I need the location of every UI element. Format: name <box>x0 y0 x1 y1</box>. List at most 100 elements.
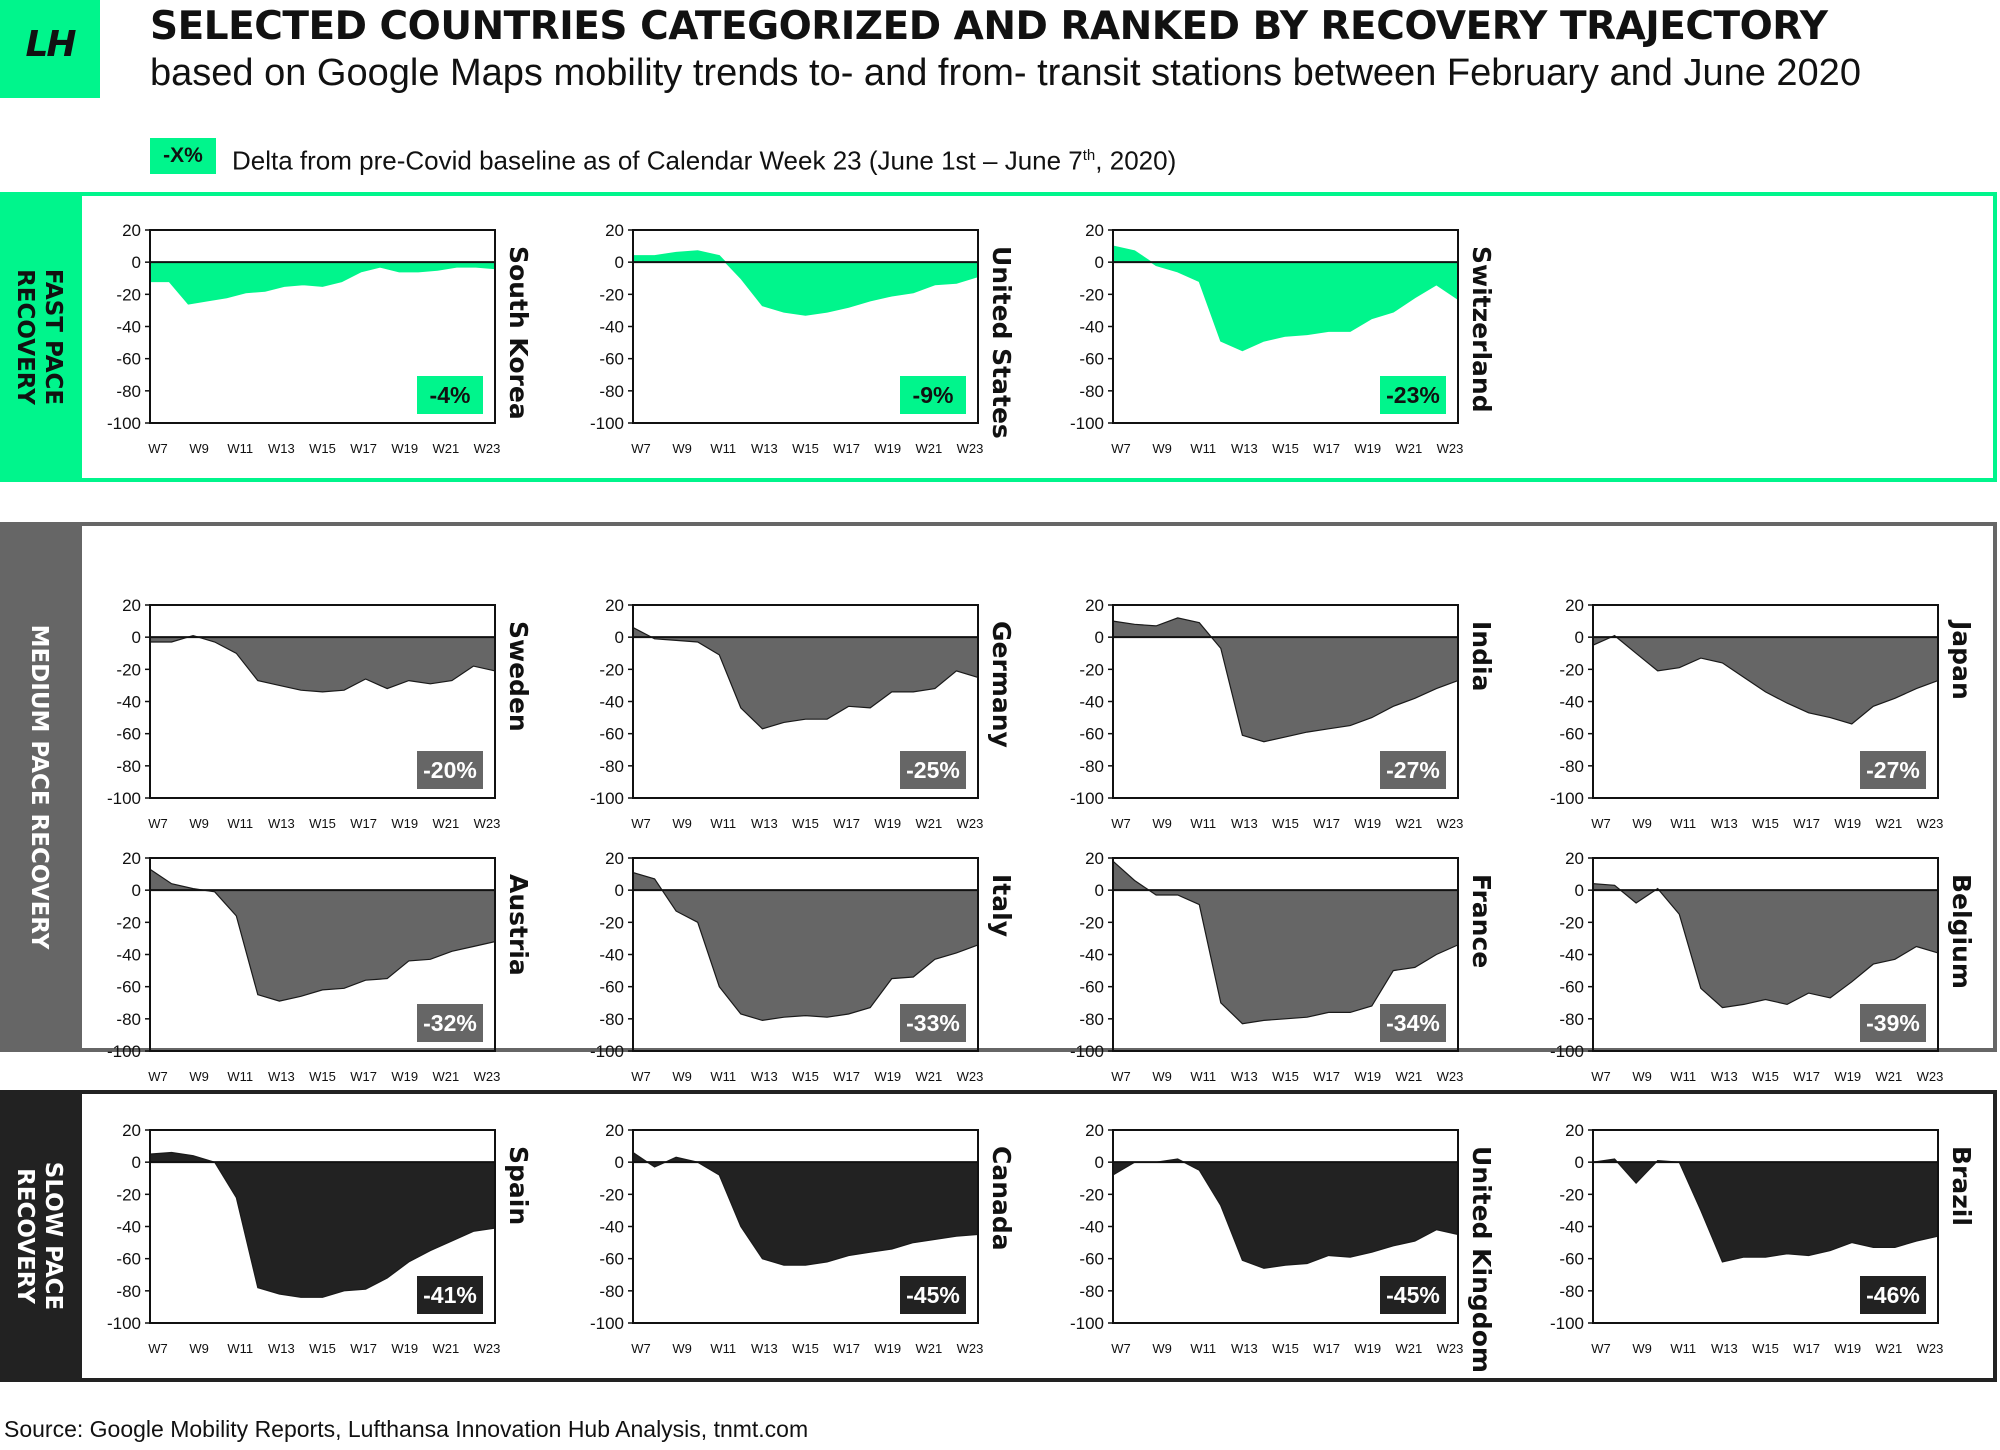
x-tick-label: W23 <box>1917 816 1944 831</box>
x-tick-label: W15 <box>309 1069 336 1084</box>
x-tick-label: W9 <box>189 441 209 456</box>
country-label-united-kingdom: United Kingdom <box>1467 1146 1496 1373</box>
y-tick-label: -40 <box>1079 693 1104 712</box>
delta-badge-france <box>1380 1004 1446 1042</box>
y-tick-label: 0 <box>1095 628 1104 647</box>
delta-label-germany: -25% <box>906 757 960 783</box>
x-tick-label: W19 <box>391 441 418 456</box>
y-tick-label: -20 <box>1559 1185 1584 1204</box>
x-tick-label: W23 <box>474 1069 501 1084</box>
section-fast-band <box>4 196 82 478</box>
chart-belgium: 20 0 -20 -40 -60 -80 -100 W7 W9 W11 W13 W15 W17 W19 W2… <box>1550 849 1976 1084</box>
delta-label-austria: -32% <box>423 1010 477 1036</box>
x-tick-label: W9 <box>1152 1069 1172 1084</box>
x-tick-label: W23 <box>474 441 501 456</box>
country-label-germany: Germany <box>987 621 1016 748</box>
y-tick-label: -40 <box>116 318 141 337</box>
country-label-spain: Spain <box>504 1146 533 1225</box>
x-tick-label: W15 <box>1752 816 1779 831</box>
page-subtitle: based on Google Maps mobility trends to-… <box>150 52 1861 94</box>
y-tick-label: -100 <box>1550 789 1584 808</box>
legend-text-main: Delta from pre-Covid baseline as of Cale… <box>232 145 1083 176</box>
country-label-sweden: Sweden <box>504 621 533 732</box>
delta-label-spain: -41% <box>423 1282 477 1308</box>
y-tick-label: 20 <box>605 849 624 868</box>
chart-canada: 20 0 -20 -40 -60 -80 -100 W7 W9 W11 W13 W15 W17 W19 W2… <box>590 1121 1016 1356</box>
x-tick-label: W21 <box>1876 1341 1903 1356</box>
y-tick-label: -20 <box>116 1185 141 1204</box>
y-tick-label: -60 <box>599 725 624 744</box>
x-tick-label: W21 <box>1396 1069 1423 1084</box>
y-tick-label: -100 <box>1550 1042 1584 1061</box>
x-tick-label: W17 <box>833 816 860 831</box>
x-tick-label: W21 <box>916 1341 943 1356</box>
y-tick-label: -80 <box>116 1010 141 1029</box>
delta-badge-india <box>1380 751 1446 789</box>
x-tick-label: W7 <box>1111 816 1131 831</box>
x-tick-label: W15 <box>309 441 336 456</box>
x-tick-label: W9 <box>1632 1069 1652 1084</box>
y-tick-label: -80 <box>599 1010 624 1029</box>
y-tick-label: -20 <box>116 913 141 932</box>
area-series-france <box>1112 859 1459 1025</box>
chart-united-kingdom: 20 0 -20 -40 -60 -80 -100 W7 W9 W11 W13 W15 W17 W19 W2… <box>1070 1121 1496 1373</box>
x-tick-label: W17 <box>1313 441 1340 456</box>
y-tick-label: -80 <box>1559 1282 1584 1301</box>
y-tick-label: -40 <box>599 1218 624 1237</box>
x-tick-label: W19 <box>874 1341 901 1356</box>
x-tick-label: W17 <box>833 441 860 456</box>
y-tick-label: -60 <box>116 725 141 744</box>
y-tick-label: -100 <box>1070 1042 1104 1061</box>
y-tick-label: 20 <box>122 596 141 615</box>
x-tick-label: W21 <box>1876 1069 1903 1084</box>
x-tick-label: W7 <box>1111 1069 1131 1084</box>
y-tick-label: -40 <box>1079 946 1104 965</box>
chart-spain: 20 0 -20 -40 -60 -80 -100 W7 W9 W11 W13 W15 W17 W19 W2… <box>107 1121 533 1356</box>
x-tick-label: W23 <box>1437 816 1464 831</box>
y-tick-label: -100 <box>1070 414 1104 433</box>
y-tick-label: -80 <box>116 382 141 401</box>
chart-sweden: 20 0 -20 -40 -60 -80 -100 W7 W9 W11 W13 W15 W17 W19 W2… <box>107 596 533 831</box>
x-tick-label: W9 <box>672 441 692 456</box>
x-tick-label: W11 <box>710 1069 736 1084</box>
x-tick-label: W23 <box>1917 1341 1944 1356</box>
x-tick-label: W23 <box>957 816 984 831</box>
x-tick-label: W9 <box>1152 441 1172 456</box>
y-tick-label: 20 <box>1565 849 1584 868</box>
y-tick-label: -20 <box>116 285 141 304</box>
x-tick-label: W9 <box>189 1341 209 1356</box>
x-tick-label: W21 <box>433 1069 460 1084</box>
x-tick-label: W13 <box>1231 441 1258 456</box>
y-tick-label: -60 <box>1079 350 1104 369</box>
country-label-italy: Italy <box>987 874 1016 937</box>
x-tick-label: W7 <box>631 1341 651 1356</box>
chart-south-korea: 20 0 -20 -40 -60 -80 -100 W7 W9 W11 W13 W15 W17 W19 W2… <box>107 221 533 456</box>
y-tick-label: -60 <box>116 1250 141 1269</box>
x-tick-label: W23 <box>1437 1341 1464 1356</box>
y-tick-label: -80 <box>1559 757 1584 776</box>
x-tick-label: W17 <box>350 816 377 831</box>
y-tick-label: -20 <box>599 285 624 304</box>
delta-label-united-states: -9% <box>913 382 954 408</box>
x-tick-label: W9 <box>1632 816 1652 831</box>
country-label-brazil: Brazil <box>1947 1146 1976 1226</box>
x-tick-label: W9 <box>1632 1341 1652 1356</box>
x-tick-label: W19 <box>1834 816 1861 831</box>
y-tick-label: -20 <box>599 660 624 679</box>
x-tick-label: W9 <box>672 1069 692 1084</box>
x-tick-label: W13 <box>751 441 778 456</box>
x-tick-label: W15 <box>1752 1341 1779 1356</box>
x-tick-label: W23 <box>474 1341 501 1356</box>
x-tick-label: W23 <box>957 1069 984 1084</box>
x-tick-label: W19 <box>1354 1341 1381 1356</box>
x-tick-label: W19 <box>1834 1341 1861 1356</box>
x-tick-label: W17 <box>1313 1069 1340 1084</box>
delta-badge-belgium <box>1860 1004 1926 1042</box>
x-tick-label: W21 <box>1876 816 1903 831</box>
legend-text-end: , 2020) <box>1095 145 1177 176</box>
x-tick-label: W11 <box>227 1341 253 1356</box>
y-tick-label: -40 <box>1559 693 1584 712</box>
y-tick-label: -100 <box>590 789 624 808</box>
delta-badge-japan <box>1860 751 1926 789</box>
x-tick-label: W13 <box>1711 1341 1738 1356</box>
